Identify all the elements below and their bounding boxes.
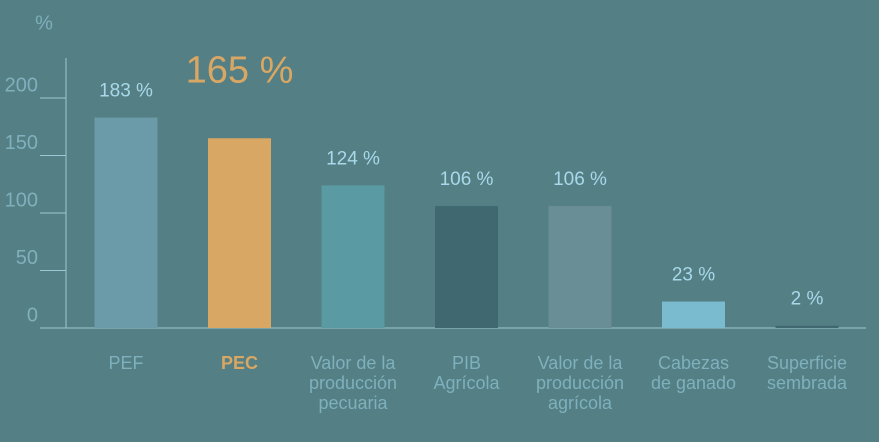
x-tick-label-line: producción <box>536 373 624 393</box>
value-label: 106 % <box>440 169 494 190</box>
y-tick-label: 150 <box>5 132 38 154</box>
bar <box>94 117 158 328</box>
x-tick-label: Superficie sembrada <box>767 353 848 393</box>
x-tick-label-line: pecuaria <box>318 393 388 413</box>
x-tick-label-line: agrícola <box>548 393 613 413</box>
x-tick-label-line: PEC <box>221 353 258 373</box>
x-tick-label-line: Valor de la <box>538 353 624 373</box>
x-tick-label-line: de ganado <box>651 373 736 393</box>
value-label: 124 % <box>326 148 380 169</box>
bar <box>662 301 725 328</box>
value-label: 23 % <box>672 265 715 286</box>
value-label: 2 % <box>791 289 824 310</box>
y-tick-label: 50 <box>16 247 38 269</box>
x-tick-label-line: Superficie <box>767 353 847 373</box>
x-tick-label-line: sembrada <box>767 373 848 393</box>
x-tick-label-line: Cabezas <box>658 353 729 373</box>
x-tick-label: PIB Agrícola <box>433 353 500 393</box>
x-tick-label-line: PEF <box>108 353 143 373</box>
x-tick-label: Cabezas de ganado <box>651 353 736 393</box>
x-tick-label: PEF <box>108 353 143 373</box>
x-tick-label: Valor de la producción agrícola <box>536 353 624 413</box>
y-tick-label: 200 <box>5 74 38 96</box>
bar <box>548 206 612 328</box>
bar <box>435 206 498 328</box>
value-label: 183 % <box>99 81 153 102</box>
bar <box>321 185 385 328</box>
x-tick-label-line: Agrícola <box>433 373 500 393</box>
y-tick-label: 100 <box>5 189 38 211</box>
x-tick-label-line: producción <box>309 373 397 393</box>
bar <box>775 325 839 328</box>
value-label: 106 % <box>553 169 607 190</box>
x-tick-label: Valor de la producción pecuaria <box>309 353 397 413</box>
y-axis-label: % <box>35 12 53 34</box>
bar <box>208 138 271 328</box>
x-tick-label: PEC <box>221 353 258 373</box>
x-tick-label-line: PIB <box>452 353 481 373</box>
y-tick-label: 0 <box>27 304 38 326</box>
x-tick-label-line: Valor de la <box>311 353 397 373</box>
value-label: 165 % <box>186 49 294 91</box>
